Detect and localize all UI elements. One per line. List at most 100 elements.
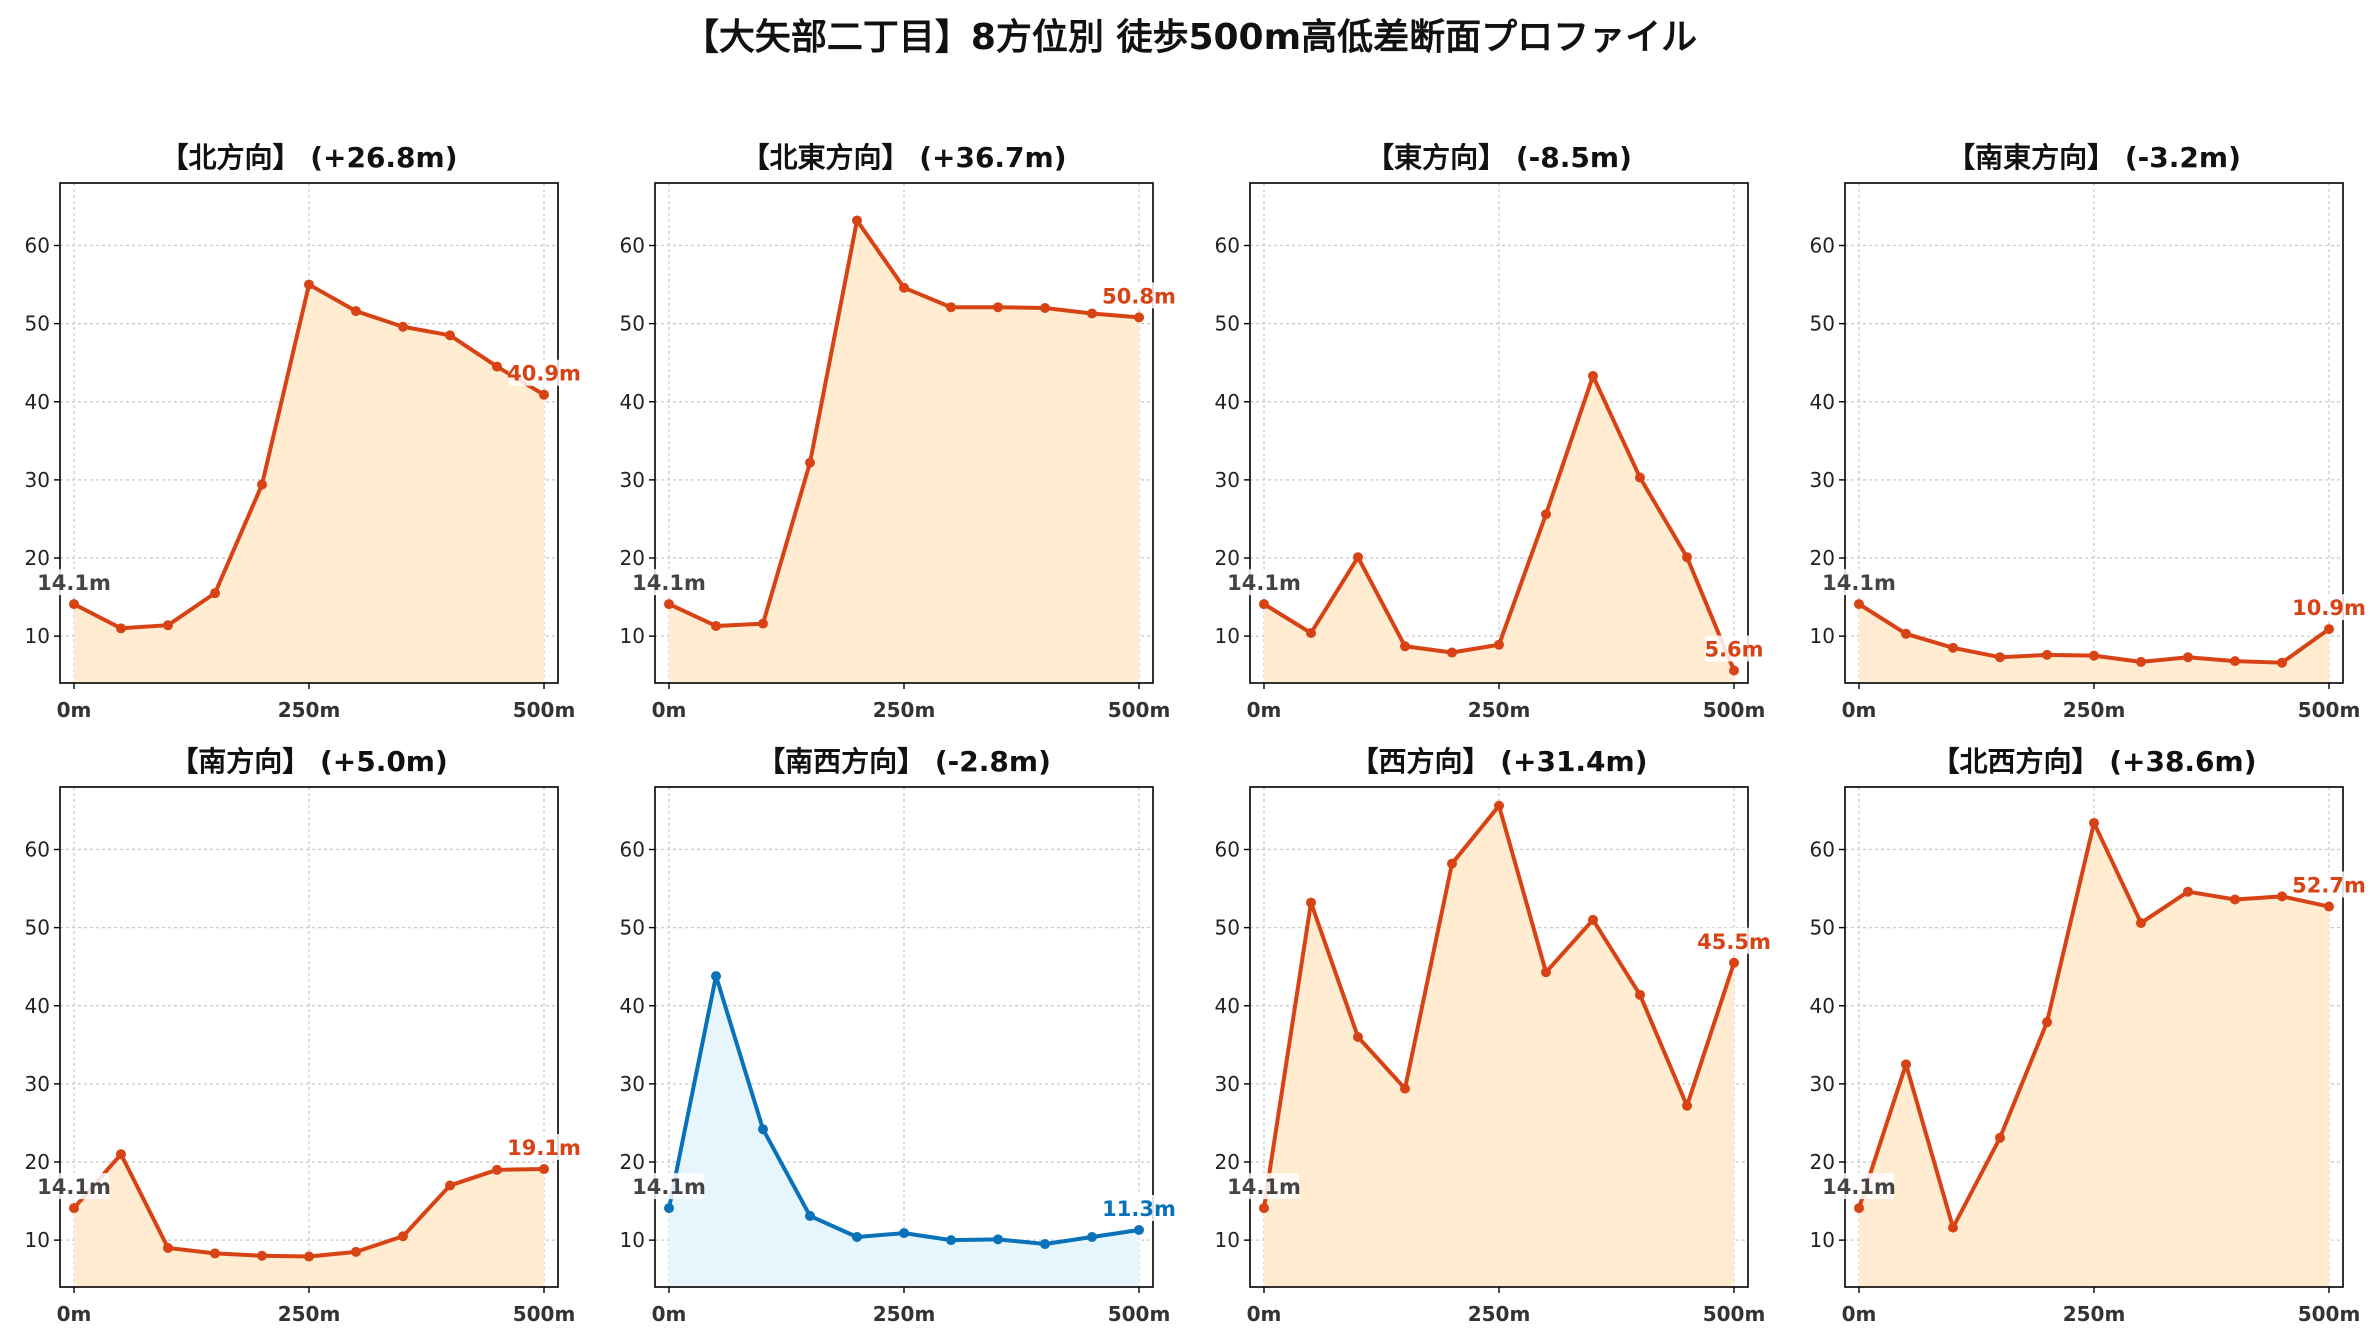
data-point	[1854, 599, 1864, 610]
data-point	[2089, 650, 2099, 661]
data-point	[2277, 891, 2287, 902]
y-tick-label: 40	[620, 390, 645, 414]
y-tick-label: 50	[620, 916, 645, 940]
data-point	[1635, 472, 1645, 483]
x-tick-label: 500m	[2298, 698, 2361, 722]
end-value-label-bg	[1698, 927, 1770, 954]
y-tick-label: 40	[620, 994, 645, 1018]
data-point	[1541, 967, 1551, 978]
y-tick-label: 30	[25, 468, 50, 492]
data-point	[1588, 914, 1598, 925]
subplot-2: 【東方向】 (-8.5m) 10 20 30 40 50 60 0m 250m 500m 14.1m…	[1215, 141, 1766, 722]
subplot-4: 【南方向】 (+5.0m) 10 20 30 40 50 60 0m 250m 500m 14.1m…	[25, 745, 581, 1326]
end-value-label: 11.3m	[1102, 1197, 1176, 1221]
data-point	[116, 1149, 126, 1160]
y-tick-label: 40	[1215, 994, 1240, 1018]
y-tick-label: 30	[1810, 1072, 1835, 1096]
x-tick-label: 500m	[1703, 1302, 1766, 1326]
data-point	[711, 620, 721, 631]
data-point	[1447, 858, 1457, 869]
data-point	[1854, 1203, 1864, 1214]
x-tick-label: 0m	[652, 698, 687, 722]
y-tick-label: 40	[25, 390, 50, 414]
y-tick-label: 60	[1215, 234, 1240, 258]
subplot-3: 【南東方向】 (-3.2m) 10 20 30 40 50 60 0m 250m 500m 14.1…	[1810, 141, 2366, 722]
y-tick-label: 50	[1215, 916, 1240, 940]
subplot-1: 【北東方向】 (+36.7m) 10 20 30 40 50 60 0m 250m 500m 14.…	[620, 141, 1176, 722]
y-tick-label: 30	[25, 1072, 50, 1096]
subplot-7: 【北西方向】 (+38.6m) 10 20 30 40 50 60 0m 250m 500m 14.…	[1810, 745, 2366, 1326]
y-tick-label: 10	[1810, 624, 1835, 648]
data-point	[1259, 1203, 1269, 1214]
data-point	[1995, 1132, 2005, 1143]
x-tick-label: 500m	[2298, 1302, 2361, 1326]
data-point	[711, 971, 721, 982]
start-value-label: 14.1m	[1227, 1175, 1301, 1199]
x-tick-label: 500m	[1108, 1302, 1171, 1326]
data-point	[257, 1250, 267, 1261]
area-fill	[1859, 604, 2329, 683]
x-tick-label: 0m	[1842, 698, 1877, 722]
end-value-label-bg	[508, 359, 580, 386]
y-tick-label: 10	[25, 624, 50, 648]
end-value-label: 19.1m	[507, 1136, 581, 1160]
data-point	[1353, 1032, 1363, 1042]
x-tick-label: 0m	[652, 1302, 687, 1326]
data-point	[210, 588, 220, 599]
end-value-label: 40.9m	[507, 362, 581, 386]
data-point	[852, 215, 862, 226]
y-tick-label: 50	[620, 312, 645, 336]
x-tick-label: 250m	[873, 698, 936, 722]
data-point	[539, 389, 549, 400]
x-tick-label: 0m	[1247, 698, 1282, 722]
data-point	[993, 1234, 1003, 1245]
x-tick-label: 500m	[1108, 698, 1171, 722]
x-tick-label: 500m	[513, 1302, 576, 1326]
data-point	[398, 1231, 408, 1242]
y-tick-label: 50	[1215, 312, 1240, 336]
data-point	[2324, 901, 2334, 912]
data-point	[1588, 370, 1598, 381]
data-point	[1259, 599, 1269, 610]
start-value-label-bg	[1823, 569, 1895, 596]
y-tick-label: 20	[25, 1150, 50, 1174]
area-fill	[1859, 822, 2329, 1287]
data-point	[445, 1180, 455, 1191]
data-point	[1040, 1239, 1050, 1250]
data-point	[1353, 552, 1363, 563]
y-tick-label: 20	[1215, 1150, 1240, 1174]
end-value-label: 10.9m	[2292, 596, 2366, 620]
data-point	[1306, 628, 1316, 638]
start-value-label: 14.1m	[1227, 571, 1301, 595]
start-value-label-bg	[1228, 569, 1300, 596]
y-tick-label: 10	[25, 1228, 50, 1252]
y-tick-label: 60	[1810, 234, 1835, 258]
subplot-title: 【北方向】 (+26.8m)	[160, 141, 457, 174]
start-value-label-bg	[38, 569, 110, 596]
subplot-5: 【南西方向】 (-2.8m) 10 20 30 40 50 60 0m 250m 500m 14.1…	[620, 745, 1176, 1326]
data-point	[1682, 552, 1692, 563]
data-point	[758, 618, 768, 629]
y-tick-label: 30	[1215, 468, 1240, 492]
data-point	[758, 1124, 768, 1135]
y-tick-label: 10	[620, 624, 645, 648]
data-point	[1901, 1059, 1911, 1070]
data-point	[946, 1235, 956, 1246]
area-fill	[1264, 375, 1734, 683]
end-value-label: 45.5m	[1697, 930, 1771, 954]
data-point	[69, 1203, 79, 1214]
data-point	[492, 361, 502, 372]
x-tick-label: 0m	[57, 698, 92, 722]
data-point	[351, 306, 361, 317]
x-tick-label: 0m	[57, 1302, 92, 1326]
y-tick-label: 10	[1215, 624, 1240, 648]
data-point	[116, 623, 126, 634]
start-value-label: 14.1m	[37, 1175, 111, 1199]
y-tick-label: 10	[1810, 1228, 1835, 1252]
y-tick-label: 10	[1215, 1228, 1240, 1252]
x-tick-label: 500m	[1703, 698, 1766, 722]
data-point	[1948, 642, 1958, 653]
data-point	[946, 302, 956, 313]
area-fill	[1264, 805, 1734, 1287]
data-point	[1729, 957, 1739, 968]
